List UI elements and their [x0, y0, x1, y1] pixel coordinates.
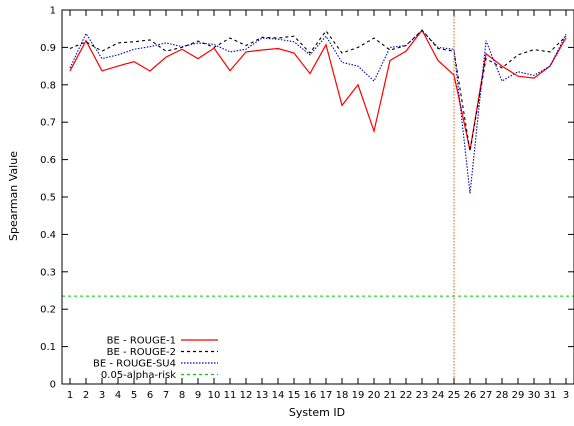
x-tick-label: 21 — [384, 390, 397, 401]
legend-label: BE - ROUGE-2 — [107, 347, 176, 358]
x-tick-label: 22 — [400, 390, 413, 401]
series-line — [70, 31, 566, 194]
y-tick-label: 0.2 — [40, 305, 56, 316]
x-tick-label: 11 — [224, 390, 237, 401]
y-tick-label: 0.3 — [40, 267, 56, 278]
x-tick-label: 2 — [83, 390, 89, 401]
x-tick-label: 27 — [480, 390, 493, 401]
x-tick-label: 13 — [256, 390, 269, 401]
y-tick-label: 0.5 — [40, 193, 56, 204]
x-tick-label: 19 — [352, 390, 365, 401]
y-tick-label: 0.9 — [40, 43, 56, 54]
x-tick-label: 6 — [147, 390, 153, 401]
x-tick-label: 25 — [448, 390, 461, 401]
y-tick-label: 0.8 — [40, 80, 56, 91]
legend-label: 0.05-alpha-risk — [101, 370, 176, 381]
series-be-rouge-1 — [70, 30, 566, 150]
series-be-rouge-2 — [70, 30, 566, 151]
x-tick-label: 29 — [512, 390, 525, 401]
legend-label: BE - ROUGE-1 — [107, 336, 176, 347]
y-tick-label: 0 — [50, 380, 56, 391]
x-tick-label: 9 — [195, 390, 201, 401]
x-tick-label: 31 — [544, 390, 557, 401]
series-line — [70, 30, 566, 151]
x-tick-label: 8 — [179, 390, 185, 401]
x-tick-label: 5 — [131, 390, 137, 401]
x-tick-label: 14 — [272, 390, 285, 401]
plot-layer — [62, 10, 574, 384]
y-tick-label: 0.4 — [40, 230, 56, 241]
x-tick-label: 28 — [496, 390, 509, 401]
y-tick-label: 0.1 — [40, 342, 56, 353]
y-tick-label: 0.6 — [40, 155, 56, 166]
x-tick-label: 4 — [115, 390, 121, 401]
x-tick-label: 15 — [288, 390, 301, 401]
x-tick-label: 26 — [464, 390, 477, 401]
x-tick-label: 3 — [563, 390, 569, 401]
x-tick-label: 16 — [304, 390, 317, 401]
x-tick-label: 30 — [528, 390, 541, 401]
x-tick-label: 12 — [240, 390, 253, 401]
y-tick-label: 0.7 — [40, 118, 56, 129]
x-tick-label: 18 — [336, 390, 349, 401]
x-tick-label: 23 — [416, 390, 429, 401]
x-tick-label: 17 — [320, 390, 333, 401]
y-tick-label: 1 — [50, 6, 56, 17]
x-tick-label: 10 — [208, 390, 221, 401]
x-tick-label: 20 — [368, 390, 381, 401]
x-axis-label: System ID — [289, 406, 345, 419]
y-axis-label: Spearman Value — [7, 151, 20, 241]
x-tick-label: 24 — [432, 390, 445, 401]
legend-label: BE - ROUGE-SU4 — [93, 359, 176, 370]
x-tick-label: 3 — [99, 390, 105, 401]
x-tick-label: 7 — [163, 390, 169, 401]
series-be-rouge-su4 — [70, 31, 566, 194]
plot-frame — [62, 10, 574, 384]
series-line — [70, 30, 566, 150]
x-tick-label: 1 — [67, 390, 73, 401]
legend: BE - ROUGE-1BE - ROUGE-2BE - ROUGE-SU40.… — [93, 336, 218, 382]
